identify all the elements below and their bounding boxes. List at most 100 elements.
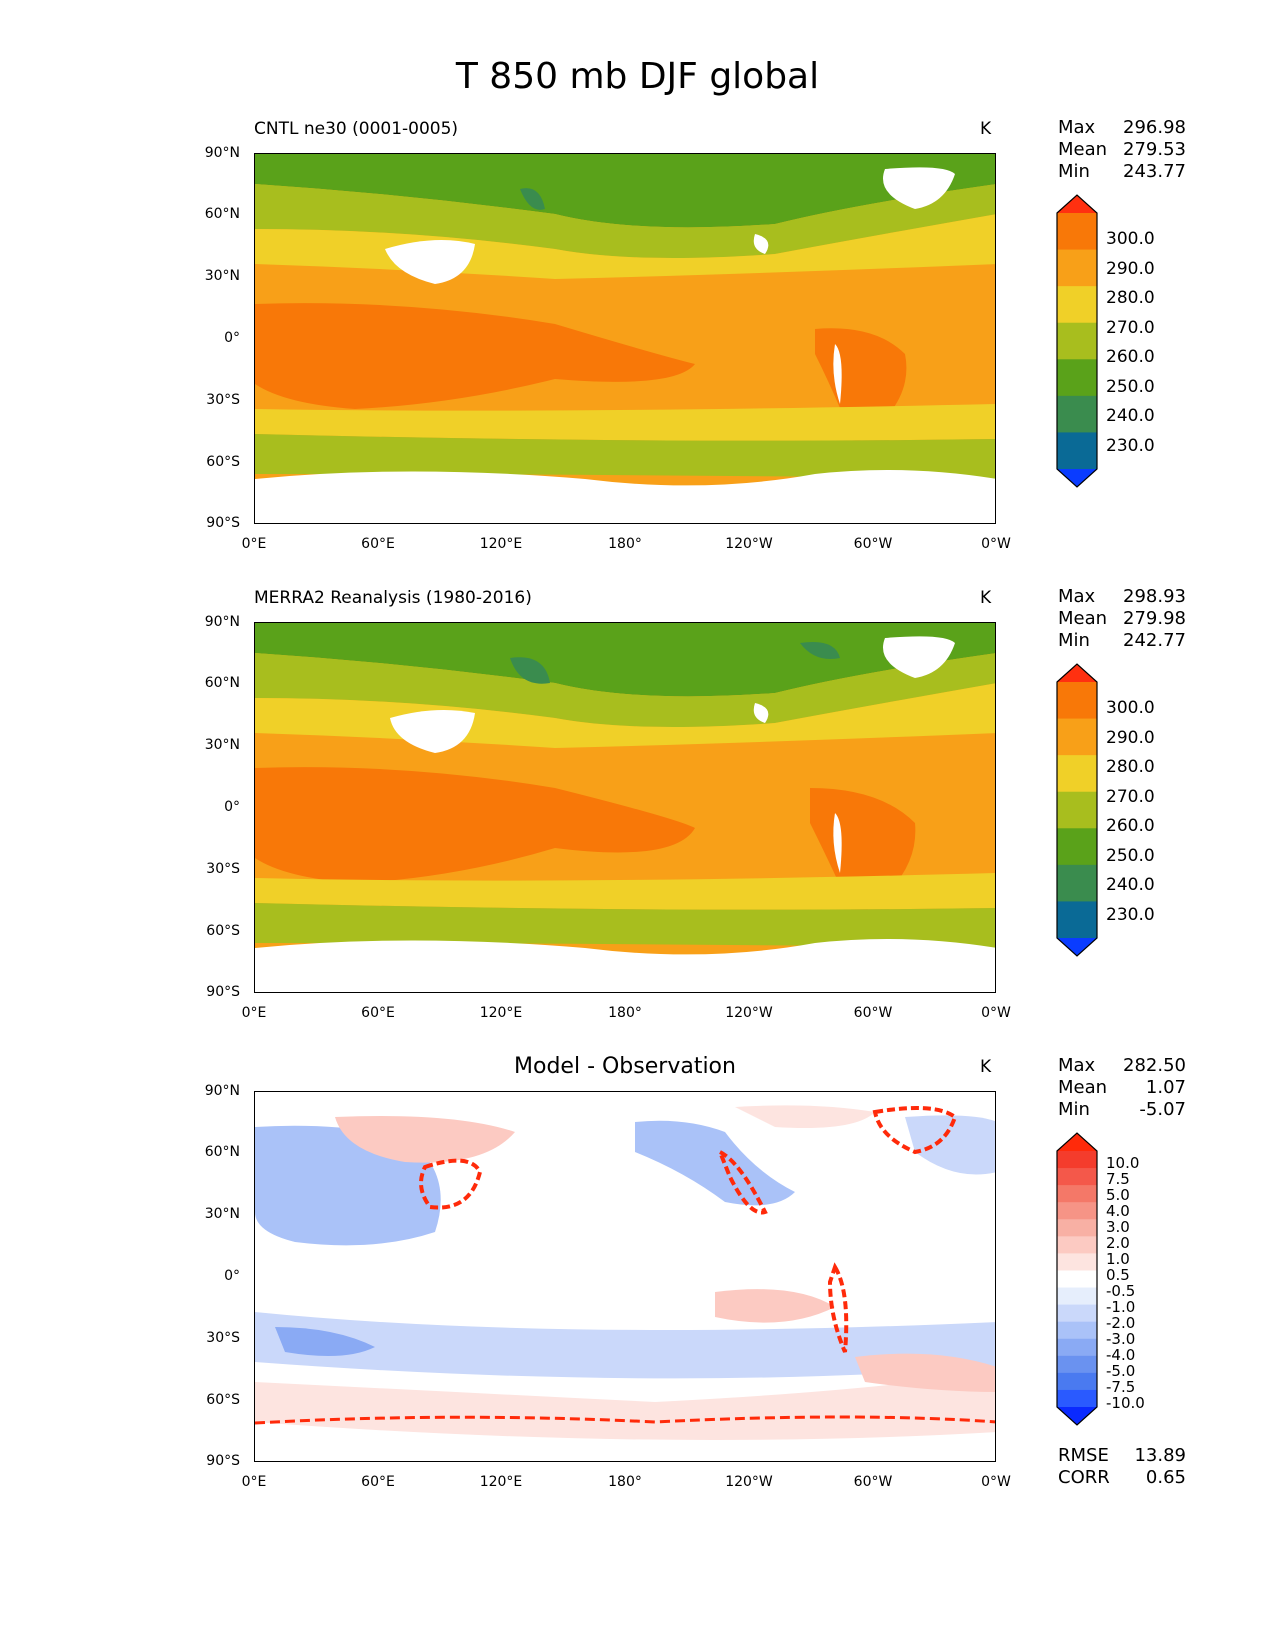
panel-title: CNTL ne30 (0001-0005): [254, 119, 459, 139]
metric-rmse: 13.89: [1134, 1445, 1186, 1466]
colorbar-extend-max: [1057, 195, 1097, 213]
colorbar-segment: [1057, 864, 1097, 902]
colorbar-label: 300.0: [1106, 698, 1155, 718]
colorbar-segment: [1057, 828, 1097, 866]
panel-title: Model - Observation: [514, 1054, 736, 1079]
colorbar-segment: [1057, 1236, 1097, 1254]
y-tick-label: 0°: [224, 799, 240, 815]
x-tick-label: 60°E: [361, 536, 395, 552]
colorbar-label: -7.5: [1106, 1378, 1136, 1396]
colorbar-extend-min: [1057, 938, 1097, 956]
x-tick-label: 60°E: [361, 1005, 395, 1021]
colorbar-outline: [1056, 194, 1098, 488]
stat-mean: 279.98: [1123, 608, 1186, 629]
stat-label: Max: [1058, 586, 1096, 607]
y-tick-label: 30°S: [206, 392, 240, 408]
stat-label: Mean: [1058, 608, 1108, 629]
greenland-mask: [883, 167, 955, 209]
x-tick-label: 180°: [608, 1005, 642, 1021]
colorbar-extend-max: [1057, 1133, 1097, 1151]
y-tick-label: 90°S: [206, 984, 240, 1000]
colorbar-label: 300.0: [1106, 229, 1155, 249]
y-tick-label: 30°S: [206, 861, 240, 877]
stat-max: 282.50: [1123, 1055, 1186, 1076]
y-tick-label: 0°: [224, 1268, 240, 1284]
colorbar-label: 5.0: [1106, 1186, 1130, 1204]
stat-mean: 279.53: [1123, 139, 1186, 160]
colorbar-segment: [1057, 1185, 1097, 1203]
y-tick-label: 60°S: [206, 1392, 240, 1408]
colorbar-segment: [1057, 322, 1097, 360]
x-tick-label: 0°E: [241, 1005, 267, 1021]
colorbar-segment: [1057, 682, 1097, 720]
units-label: K: [980, 588, 992, 608]
negative-south-atlantic: [275, 1327, 375, 1356]
band-260-south: [255, 903, 995, 948]
band-260-north: [255, 184, 995, 258]
positive-eurasia: [335, 1116, 515, 1163]
stat-max: 298.93: [1123, 586, 1186, 607]
colorbar-label: 250.0: [1106, 846, 1155, 866]
colorbar-label: 260.0: [1106, 347, 1155, 367]
colorbar-label: -3.0: [1106, 1330, 1136, 1348]
y-tick-label: 30°N: [204, 737, 240, 753]
colorbar-label: -4.0: [1106, 1346, 1136, 1364]
colorbar-segment: [1057, 1219, 1097, 1237]
colorbar-extend-min: [1057, 469, 1097, 487]
x-tick-label: 0°W: [981, 536, 1011, 552]
x-tick-label: 120°E: [479, 536, 523, 552]
x-tick-label: 0°E: [241, 1474, 267, 1490]
colorbar-label: 4.0: [1106, 1202, 1130, 1220]
negative-natlantic: [905, 1115, 995, 1175]
y-tick-label: 90°N: [204, 1083, 240, 1099]
colorbar-label: -1.0: [1106, 1298, 1136, 1316]
y-tick-label: 30°S: [206, 1330, 240, 1346]
x-tick-label: 60°E: [361, 1474, 395, 1490]
stat-label: Mean: [1058, 1077, 1108, 1098]
positive-arctic: [735, 1105, 875, 1128]
colorbar-segment: [1057, 1389, 1097, 1408]
colorbar-label: 280.0: [1106, 288, 1155, 308]
panel-test: CNTL ne30 (0001-0005) K 90°N 60°N 30°N 0…: [0, 0, 1275, 552]
x-tick-label: 120°E: [479, 1474, 523, 1490]
map-difference: [254, 1091, 996, 1462]
colorbar-label: -5.0: [1106, 1362, 1136, 1380]
colorbar-segment: [1057, 1304, 1097, 1323]
colorbar-label: 2.0: [1106, 1234, 1130, 1252]
band-270-south: [255, 873, 995, 910]
negative-npacific: [635, 1120, 795, 1206]
colorbar-segment: [1057, 718, 1097, 756]
rockies-mask: [753, 703, 769, 723]
panel-reference: MERRA2 Reanalysis (1980-2016) K 90°N 60°…: [0, 0, 1275, 1021]
colorbar-label: 240.0: [1106, 875, 1155, 895]
colorbar-segment: [1057, 395, 1097, 433]
colorbar-label: 0.5: [1106, 1266, 1130, 1284]
x-tick-label: 120°W: [725, 1474, 773, 1490]
band-250: [255, 623, 995, 697]
panel-difference: Model - Observation K 90°N 60°N 30°N 0° …: [0, 0, 1275, 1490]
y-tick-label: 90°N: [204, 614, 240, 630]
temperature-field-map: [255, 154, 995, 523]
colorbar-segment: [1057, 1355, 1097, 1374]
stat-label: Min: [1058, 161, 1090, 182]
metric-label: RMSE: [1058, 1445, 1109, 1466]
colorbar-segment: [1057, 901, 1097, 939]
x-tick-label: 120°W: [725, 1005, 773, 1021]
tibet-contour: [419, 1158, 483, 1210]
colorbar-extend-min: [1057, 1407, 1097, 1425]
siberia-cold-patch: [510, 657, 550, 684]
stat-label: Min: [1058, 630, 1090, 651]
greenland-contour: [872, 1106, 958, 1155]
andes-contour: [827, 1262, 849, 1353]
difference-field-map: [255, 1092, 995, 1461]
antarctica-mask: [255, 939, 995, 992]
y-tick-label: 60°N: [204, 1144, 240, 1160]
x-tick-label: 180°: [608, 1474, 642, 1490]
colorbar-outline: [1056, 663, 1098, 957]
band-260-north: [255, 653, 995, 727]
stats-box: Max 282.50 Mean 1.07 Min -5.07: [1058, 1055, 1186, 1121]
band-270-south: [255, 404, 995, 441]
x-tick-label: 0°W: [981, 1005, 1011, 1021]
stat-label: Max: [1058, 117, 1096, 138]
colorbar-label: 280.0: [1106, 757, 1155, 777]
